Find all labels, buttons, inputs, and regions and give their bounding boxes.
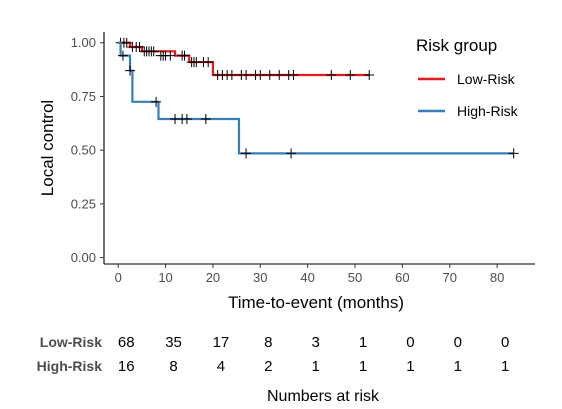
censor-mark-low-risk (288, 69, 299, 80)
censor-mark-high-risk (125, 65, 136, 76)
legend: Risk group Low-Risk High-Risk (416, 36, 519, 119)
censor-mark-high-risk (200, 114, 211, 124)
censor-mark-high-risk (181, 114, 192, 124)
x-tick-label: 60 (395, 270, 409, 285)
survival-curves (115, 37, 519, 159)
censor-mark-low-risk (165, 50, 176, 61)
risk-count-low-risk: 68 (118, 334, 135, 351)
risk-count-high-risk: 1 (359, 358, 367, 375)
risk-table-title: Numbers at risk (267, 388, 380, 405)
x-tick-label: 80 (490, 270, 504, 285)
risk-count-low-risk: 1 (359, 334, 367, 351)
censor-mark-low-risk (364, 69, 375, 80)
censor-mark-low-risk (326, 69, 337, 80)
axes: 0 10 20 30 40 50 60 70 80 0.00 0.25 0.50 0.75 1.00 (71, 32, 535, 285)
censor-mark-low-risk (226, 69, 237, 80)
series-line-low-risk (118, 41, 370, 77)
risk-row-label-low-risk: Low-Risk (40, 334, 102, 350)
risk-count-high-risk: 16 (118, 358, 135, 375)
series-line-high-risk (118, 41, 514, 155)
censor-mark-low-risk (203, 57, 214, 68)
risk-count-low-risk: 8 (264, 334, 272, 351)
censor-mark-high-risk (241, 148, 252, 159)
risk-count-low-risk: 17 (213, 334, 230, 351)
risk-count-low-risk: 0 (454, 334, 462, 351)
censor-mark-high-risk (286, 148, 297, 159)
x-tick-label: 10 (158, 270, 172, 285)
legend-label-high-risk: High-Risk (457, 103, 519, 119)
legend-label-low-risk: Low-Risk (457, 71, 516, 87)
censor-mark-low-risk (255, 69, 266, 80)
x-tick-label: 20 (206, 270, 220, 285)
y-tick-label: 0.50 (71, 143, 96, 158)
censor-mark-low-risk (274, 69, 285, 80)
y-axis-title: Local control (38, 100, 57, 196)
risk-count-high-risk: 4 (217, 358, 225, 375)
censor-mark-low-risk (345, 69, 356, 80)
risk-count-low-risk: 35 (165, 334, 182, 351)
y-tick-label: 0.00 (71, 250, 96, 265)
censor-mark-low-risk (134, 42, 145, 53)
x-tick-label: 50 (348, 270, 362, 285)
censor-mark-high-risk (151, 96, 162, 107)
risk-count-low-risk: 0 (406, 334, 414, 351)
risk-row-label-high-risk: High-Risk (37, 358, 103, 374)
x-axis-title: Time-to-event (months) (228, 293, 404, 312)
risk-count-low-risk: 0 (501, 334, 509, 351)
censor-mark-low-risk (148, 46, 159, 57)
censor-mark-high-risk (508, 148, 519, 159)
risk-count-high-risk: 8 (169, 358, 177, 375)
risk-count-high-risk: 1 (311, 358, 319, 375)
x-tick-label: 70 (443, 270, 457, 285)
x-tick-label: 0 (115, 270, 122, 285)
x-tick-label: 40 (300, 270, 314, 285)
censor-mark-low-risk (121, 37, 132, 48)
risk-count-high-risk: 2 (264, 358, 272, 375)
censor-mark-low-risk (179, 50, 190, 61)
y-tick-label: 0.25 (71, 196, 96, 211)
legend-title: Risk group (416, 36, 497, 55)
risk-count-high-risk: 1 (406, 358, 414, 375)
risk-count-high-risk: 1 (501, 358, 509, 375)
risk-count-high-risk: 1 (454, 358, 462, 375)
censor-mark-low-risk (264, 69, 275, 80)
censor-mark-high-risk (117, 50, 128, 61)
risk-count-low-risk: 3 (311, 334, 319, 351)
censor-mark-low-risk (241, 69, 252, 80)
y-tick-label: 1.00 (71, 35, 96, 50)
risk-table: Low-Risk 68 35 17 8 3 1 0 0 0 High-Risk 16 8 4 2 1 1 1 1 1 (37, 334, 510, 375)
y-tick-label: 0.75 (71, 89, 96, 104)
x-tick-label: 30 (253, 270, 267, 285)
